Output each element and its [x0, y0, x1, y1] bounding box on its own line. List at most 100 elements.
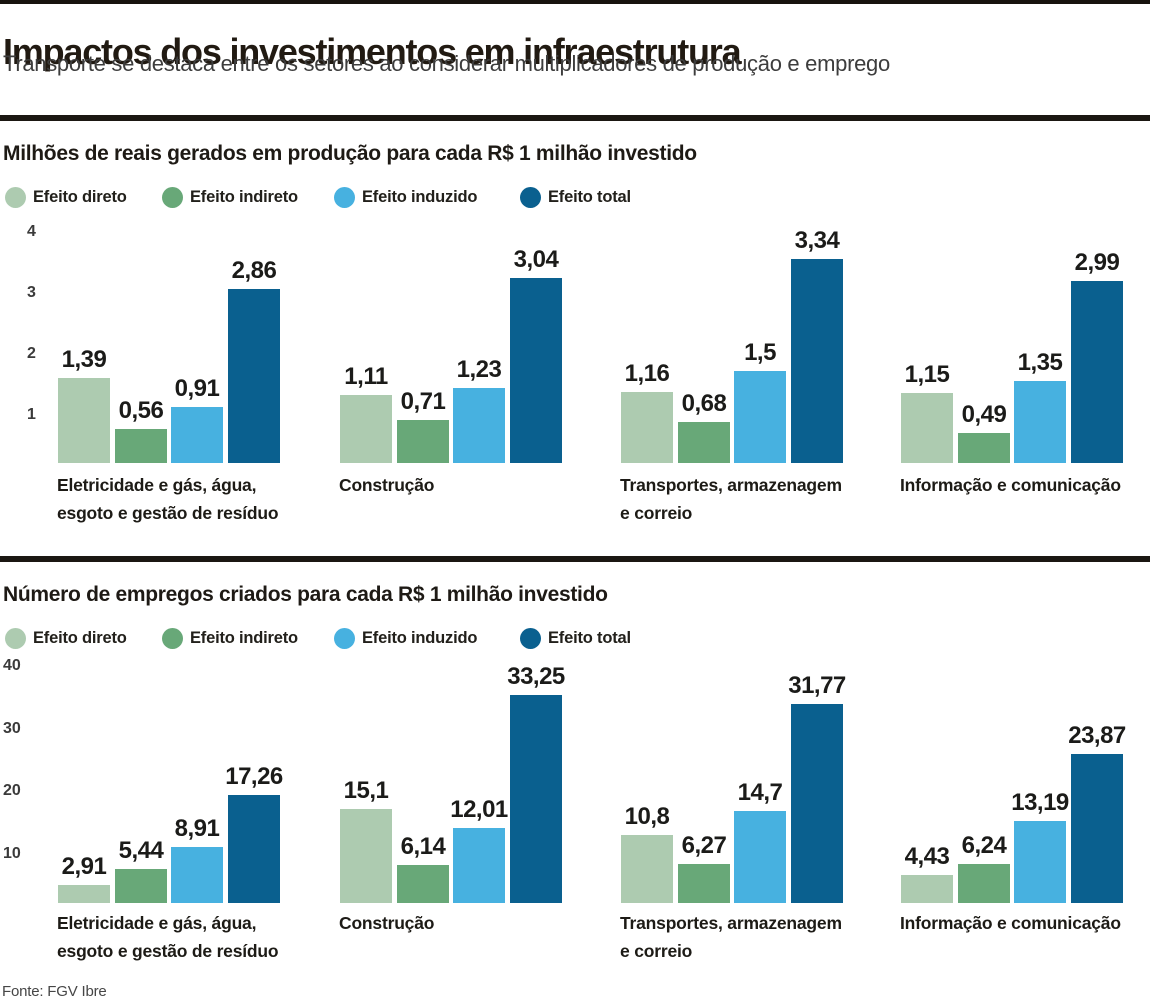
value-label: 6,14: [400, 833, 446, 860]
category-label: Informação e comunicação: [900, 913, 1121, 933]
legend-item-efeito-total: Efeito total: [520, 627, 631, 649]
value-label: 6,27: [681, 832, 727, 859]
legend-item-efeito-induzido: Efeito induzido: [334, 186, 477, 208]
legend-item-efeito-direto: Efeito direto: [5, 627, 127, 649]
value-label: 14,7: [737, 779, 783, 806]
bar-efeito-direto: [58, 378, 110, 463]
legend-item-efeito-direto: Efeito direto: [5, 186, 127, 208]
legend-label: Efeito induzido: [362, 187, 478, 206]
category-label: Construção: [339, 475, 435, 495]
legend-dot-efeito-induzido: [334, 627, 355, 649]
legend-item-efeito-indireto: Efeito indireto: [162, 186, 298, 208]
section1-rule: [0, 115, 1150, 121]
bar-efeito-total: [510, 278, 562, 463]
bar-efeito-indireto: [958, 433, 1010, 463]
bar-efeito-induzido: [734, 811, 786, 903]
value-label: 3,04: [513, 246, 559, 273]
legend-dot-efeito-direto: [5, 627, 26, 649]
bar-efeito-indireto: [397, 865, 449, 903]
legend-label: Efeito total: [548, 628, 631, 647]
legend-label: Efeito total: [548, 187, 631, 206]
value-label: 2,86: [231, 257, 277, 284]
y-tick-label: 3: [27, 284, 36, 301]
value-label: 23,87: [1068, 722, 1126, 749]
bar-efeito-total: [1071, 281, 1123, 463]
bar-efeito-induzido: [1014, 821, 1066, 903]
legend-item-efeito-total: Efeito total: [520, 186, 631, 208]
category-label: Informação e comunicação: [900, 475, 1121, 495]
legend-label: Efeito direto: [33, 628, 127, 647]
legend-dot-efeito-direto: [5, 186, 26, 208]
legend-label: Efeito indireto: [190, 187, 298, 206]
bar-efeito-indireto: [958, 864, 1010, 903]
value-label: 8,91: [174, 815, 220, 842]
value-label: 6,24: [961, 832, 1007, 859]
value-label: 31,77: [788, 672, 846, 699]
bar-efeito-direto: [621, 835, 673, 903]
page-title: Impactos dos investimentos em infraestru…: [3, 31, 742, 73]
value-label: 1,23: [456, 356, 502, 383]
category-label: Transportes, armazenagem: [620, 913, 842, 933]
bar-efeito-induzido: [453, 388, 505, 463]
value-label: 0,49: [961, 401, 1007, 428]
bar-efeito-total: [228, 795, 280, 903]
page-subtitle: Transporte se destaca entre os setores a…: [3, 51, 890, 76]
bar-efeito-induzido: [734, 371, 786, 463]
legend-label: Efeito direto: [33, 187, 127, 206]
value-label: 13,19: [1011, 789, 1069, 816]
value-label: 1,39: [61, 346, 107, 373]
top-rule: [0, 0, 1150, 4]
bar-efeito-indireto: [678, 422, 730, 463]
legend-dot-efeito-induzido: [334, 186, 355, 208]
legend-label: Efeito indireto: [190, 628, 298, 647]
bar-efeito-total: [1071, 754, 1123, 903]
y-tick-label: 20: [3, 782, 21, 799]
bar-efeito-direto: [901, 393, 953, 463]
bar-efeito-direto: [58, 885, 110, 903]
section2-rule: [0, 556, 1150, 562]
legend-dot-efeito-total: [520, 627, 541, 649]
value-label: 17,26: [225, 763, 283, 790]
category-label: Eletricidade e gás, água,: [57, 913, 257, 933]
bar-efeito-indireto: [678, 864, 730, 903]
bar-efeito-indireto: [397, 420, 449, 463]
chart2-title: Número de empregos criados para cada R$ …: [3, 583, 608, 607]
value-label: 5,44: [118, 837, 164, 864]
bar-efeito-induzido: [171, 847, 223, 903]
bar-efeito-total: [791, 704, 843, 903]
y-tick-label: 2: [27, 345, 36, 362]
bar-efeito-total: [791, 259, 843, 463]
value-label: 1,5: [744, 339, 776, 366]
category-label: Eletricidade e gás, água,: [57, 475, 257, 495]
y-tick-label: 30: [3, 720, 21, 737]
category-label: e correio: [620, 503, 693, 523]
value-label: 4,43: [904, 843, 950, 870]
bar-efeito-total: [510, 695, 562, 903]
legend-dot-efeito-indireto: [162, 186, 183, 208]
value-label: 0,71: [400, 388, 446, 415]
category-label: e correio: [620, 941, 693, 961]
value-label: 0,91: [174, 375, 220, 402]
bar-efeito-direto: [901, 875, 953, 903]
value-label: 3,34: [794, 227, 840, 254]
y-tick-label: 1: [27, 406, 36, 423]
bar-efeito-total: [228, 289, 280, 463]
value-label: 15,1: [343, 777, 389, 804]
legend-dot-efeito-indireto: [162, 627, 183, 649]
category-label: esgoto e gestão de resíduo: [57, 941, 279, 961]
value-label: 2,91: [61, 853, 107, 880]
bar-efeito-induzido: [453, 828, 505, 903]
bar-efeito-direto: [340, 809, 392, 903]
bar-efeito-indireto: [115, 869, 167, 903]
category-label: Construção: [339, 913, 435, 933]
value-label: 0,68: [681, 390, 727, 417]
bar-efeito-induzido: [1014, 381, 1066, 463]
category-label: esgoto e gestão de resíduo: [57, 503, 279, 523]
legend-item-efeito-induzido: Efeito induzido: [334, 627, 477, 649]
bar-efeito-direto: [621, 392, 673, 463]
y-tick-label: 40: [3, 657, 21, 674]
chart1-title: Milhões de reais gerados em produção par…: [3, 142, 697, 166]
value-label: 2,99: [1074, 249, 1120, 276]
value-label: 1,15: [904, 361, 950, 388]
